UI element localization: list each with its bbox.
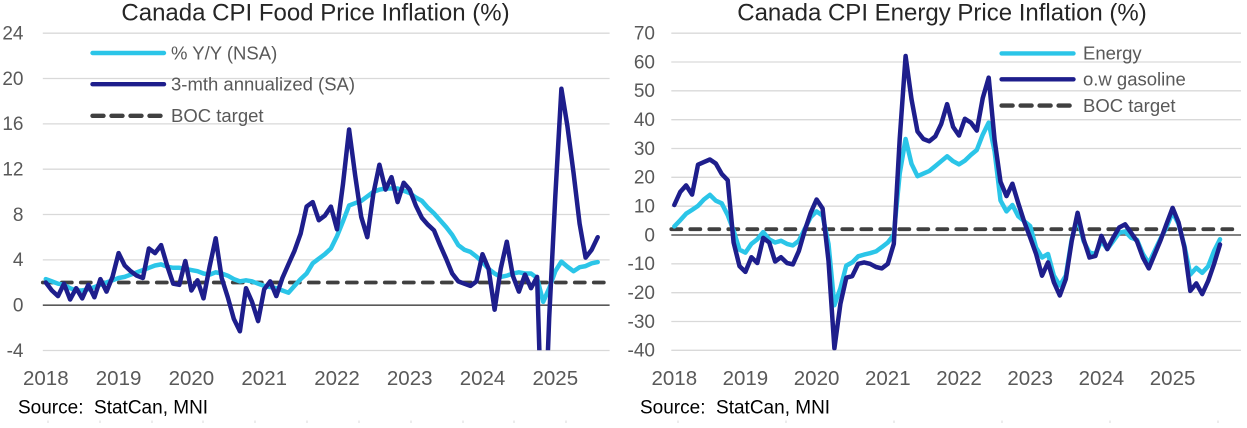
svg-text:4: 4 — [13, 250, 24, 271]
svg-text:% Y/Y (NSA): % Y/Y (NSA) — [171, 42, 277, 63]
svg-text:0: 0 — [644, 225, 655, 246]
svg-text:2019: 2019 — [723, 367, 769, 390]
svg-text:30: 30 — [634, 139, 655, 160]
svg-text:20: 20 — [2, 69, 23, 90]
svg-text:Source: StatCan, MNI: Source: StatCan, MNI — [640, 398, 830, 419]
svg-text:2020: 2020 — [794, 367, 840, 390]
svg-text:0: 0 — [13, 296, 24, 317]
svg-text:Source: StatCan, MNI: Source: StatCan, MNI — [18, 398, 208, 419]
svg-text:-30: -30 — [628, 312, 655, 333]
svg-text:-40: -40 — [628, 341, 655, 362]
svg-text:2023: 2023 — [387, 367, 433, 390]
svg-text:3-mth annualized (SA): 3-mth annualized (SA) — [171, 74, 355, 95]
svg-text:-20: -20 — [628, 283, 655, 304]
svg-text:Energy: Energy — [1083, 43, 1142, 64]
svg-text:o.w gasoline: o.w gasoline — [1083, 69, 1186, 90]
svg-text:2021: 2021 — [865, 367, 911, 390]
svg-text:Canada CPI Energy Price Inflat: Canada CPI Energy Price Inflation (%) — [737, 0, 1147, 27]
svg-text:2022: 2022 — [936, 367, 982, 390]
svg-text:-4: -4 — [7, 341, 24, 362]
svg-text:40: 40 — [634, 110, 655, 131]
svg-text:2020: 2020 — [169, 367, 215, 390]
svg-text:24: 24 — [2, 24, 24, 45]
svg-text:2018: 2018 — [23, 367, 69, 390]
svg-text:2024: 2024 — [460, 367, 506, 390]
svg-text:BOC target: BOC target — [171, 105, 264, 126]
svg-text:20: 20 — [634, 168, 655, 189]
svg-text:60: 60 — [634, 52, 655, 73]
svg-text:2019: 2019 — [96, 367, 142, 390]
svg-text:2022: 2022 — [314, 367, 360, 390]
svg-text:BOC target: BOC target — [1083, 95, 1176, 116]
svg-text:12: 12 — [2, 160, 23, 181]
svg-text:2025: 2025 — [532, 367, 578, 390]
svg-text:2024: 2024 — [1079, 367, 1125, 390]
svg-text:-10: -10 — [628, 254, 655, 275]
svg-text:2021: 2021 — [241, 367, 287, 390]
svg-text:10: 10 — [634, 197, 655, 218]
svg-text:2018: 2018 — [651, 367, 697, 390]
svg-text:2025: 2025 — [1150, 367, 1196, 390]
svg-text:50: 50 — [634, 81, 655, 102]
svg-text:8: 8 — [13, 205, 24, 226]
svg-text:70: 70 — [634, 24, 655, 45]
svg-text:Canada CPI Food Price Inflatio: Canada CPI Food Price Inflation (%) — [121, 0, 509, 27]
svg-text:2023: 2023 — [1007, 367, 1053, 390]
svg-text:16: 16 — [2, 114, 23, 135]
